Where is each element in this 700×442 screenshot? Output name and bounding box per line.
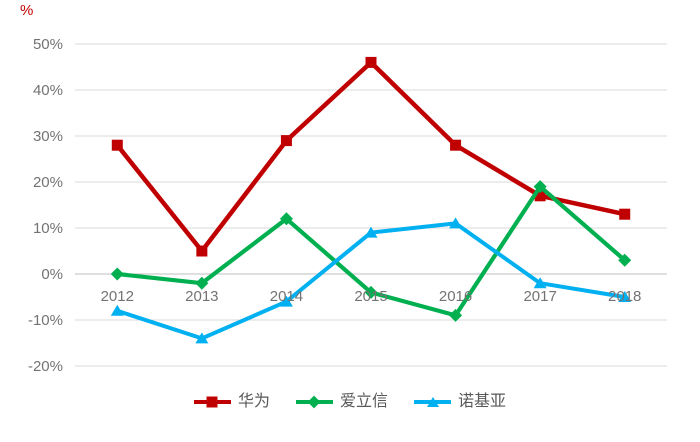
y-axis-label: 20% [33,174,63,191]
data-point-marker [619,208,631,220]
nokia-line-swatch-icon [414,397,451,407]
data-point-marker [449,308,463,322]
data-point-marker [533,180,547,194]
data-point-marker [196,245,208,257]
data-point-marker [111,139,123,151]
data-point-marker [364,285,378,299]
data-point-marker [280,135,292,147]
data-point-marker [195,332,209,344]
data-point-marker [534,190,546,202]
series-line-huawei [115,60,627,254]
legend-item-nokia: 诺基亚 [414,392,506,412]
legend-item-huawei: 华为 [193,392,270,412]
data-point-marker [533,277,547,289]
data-point-marker [195,276,209,290]
legend-item-ericsson: 爱立信 [295,392,388,412]
data-point-marker [618,253,632,267]
data-point-marker [449,217,463,229]
y-axis-label: 0% [41,266,63,283]
data-point-marker [618,291,632,302]
y-axis-label: 50% [33,36,63,53]
legend-label: 诺基亚 [458,393,507,410]
x-axis-label: 2016 [439,288,472,305]
y-axis-label: 40% [33,82,63,99]
x-axis-label: 2013 [185,288,218,305]
x-axis-label: 2017 [523,288,556,305]
y-axis-unit-label: % [20,2,34,19]
y-axis-label: 10% [33,220,63,237]
data-point-marker [450,139,462,151]
x-axis-label: 2018 [608,288,641,305]
huawei-line-swatch-icon [193,396,231,408]
data-point-marker [110,304,124,316]
x-axis-label: 2012 [101,288,134,305]
data-point-marker [279,212,293,226]
x-axis-label: 2014 [270,288,303,305]
data-point-marker [279,295,293,307]
ericsson-line-swatch-icon [295,395,333,409]
data-point-marker [364,226,378,238]
data-point-marker [365,56,377,68]
x-axis-label: 2015 [354,288,387,305]
legend-label: 华为 [237,393,270,410]
data-point-marker [110,267,124,281]
y-axis-label: -20% [28,358,63,375]
legend: 华为 爱立信 诺基亚 [0,389,700,415]
y-axis-label: 30% [33,128,63,145]
legend-label: 爱立信 [339,393,388,410]
y-axis-label: -10% [28,312,63,329]
